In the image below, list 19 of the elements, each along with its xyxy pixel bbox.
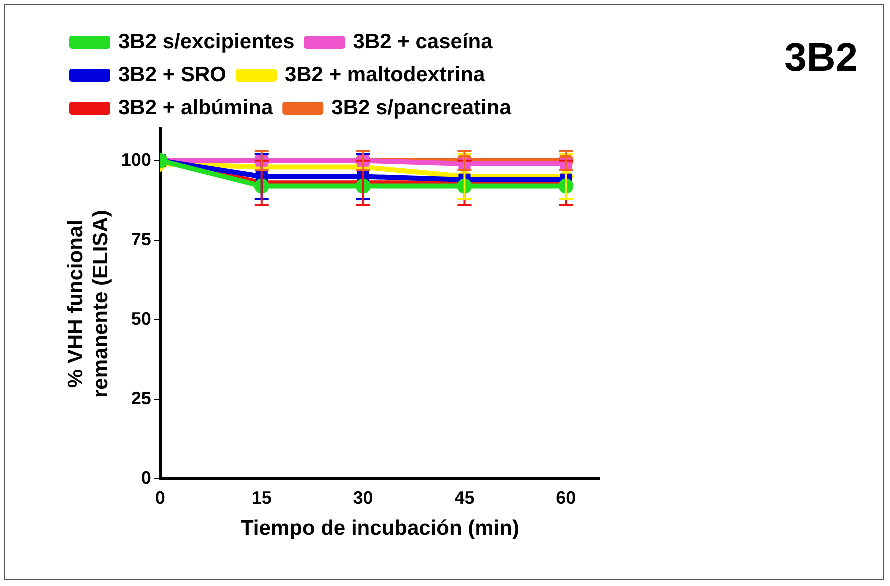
y-tick-label: 0 (141, 468, 152, 488)
x-tick-label: 60 (556, 488, 576, 508)
x-tick-label: 45 (454, 488, 475, 508)
y-tick-label: 75 (131, 229, 152, 250)
legend-label: 3B2 + caseína (353, 30, 494, 54)
legend-label: 3B2 + maltodextrina (284, 63, 486, 86)
y-axis-title: % VHH funcional remanente (ELISA) (64, 210, 113, 398)
y-tick-label: 25 (131, 388, 152, 409)
legend-label: 3B2 s/excipientes (118, 30, 295, 54)
legend-label: 3B2 + albúmina (118, 96, 274, 120)
y-tick-label: 100 (121, 150, 152, 170)
x-tick-label: 15 (252, 488, 272, 508)
x-tick-label: 30 (353, 488, 374, 508)
y-tick-label: 50 (131, 308, 152, 329)
x-axis-title: Tiempo de incubación (min) (240, 517, 520, 540)
text: 3B2 (784, 36, 858, 80)
x-tick-label: 0 (155, 488, 166, 508)
legend-label: 3B2 s/pancreatina (332, 96, 512, 120)
legend-label: 3B2 + SRO (118, 63, 226, 86)
